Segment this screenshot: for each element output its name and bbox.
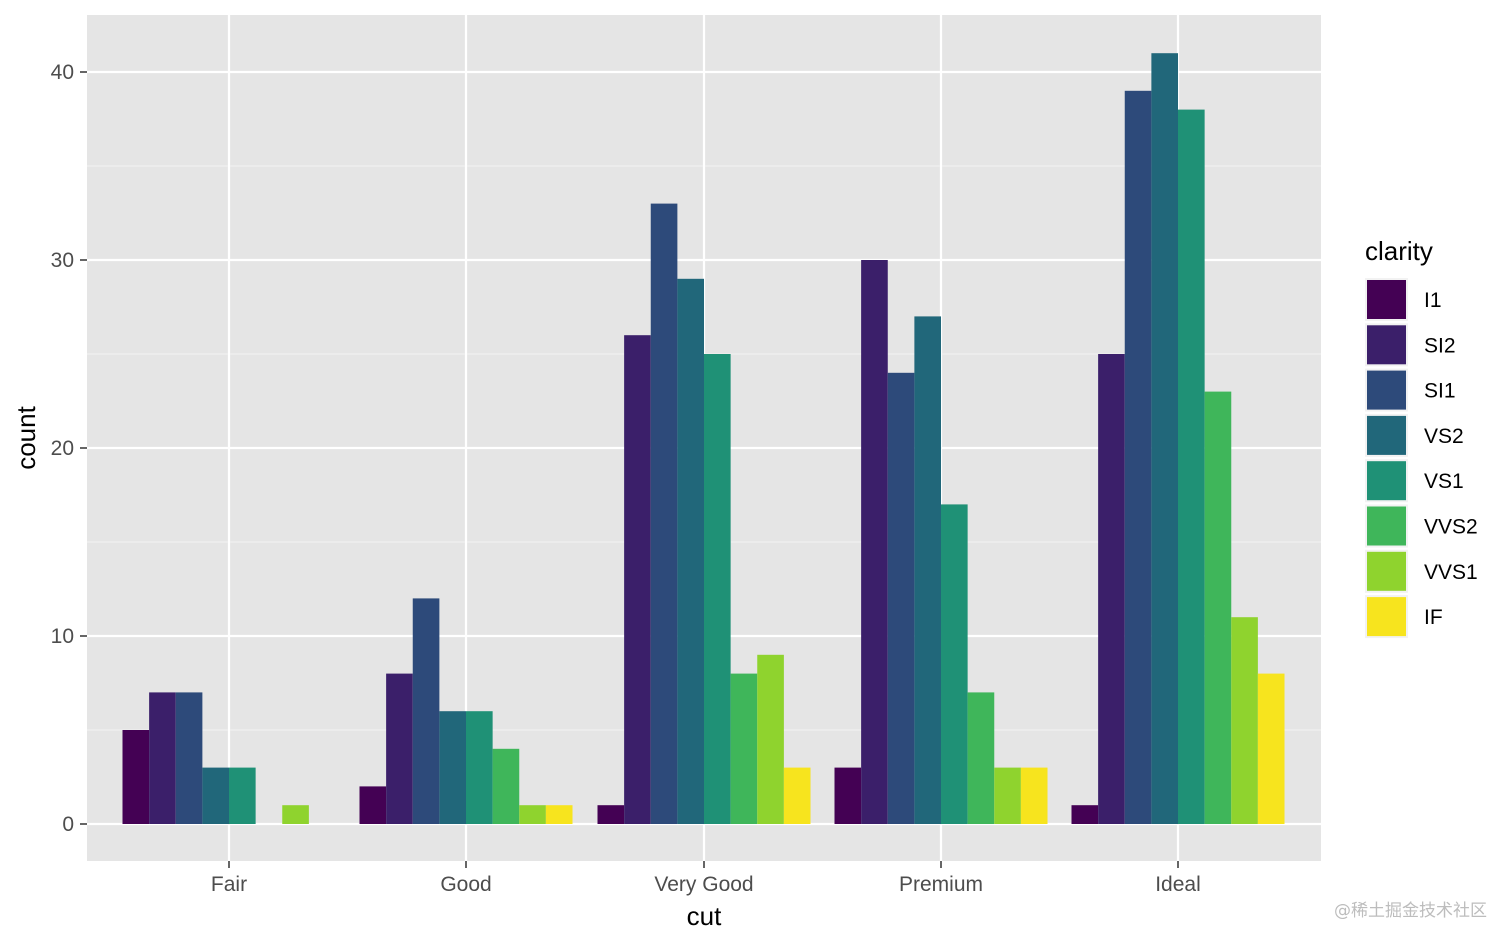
- y-tick-label: 40: [51, 61, 74, 84]
- legend-swatch-si1: [1367, 370, 1406, 410]
- bar-if-premium: [1020, 767, 1048, 824]
- bar-vs2-premium: [914, 316, 942, 824]
- y-tick-label: 20: [51, 437, 74, 460]
- bar-vs1-good: [466, 711, 493, 824]
- bar-vvs1-fair: [282, 805, 309, 824]
- legend-title: clarity: [1365, 236, 1433, 266]
- y-axis: 0 10 20 30 40: [51, 61, 87, 836]
- bar-vvs2-premium: [967, 692, 995, 824]
- x-axis-title: cut: [687, 901, 722, 931]
- legend-label-vs1: VS1: [1424, 470, 1464, 493]
- legend-label-if: IF: [1424, 606, 1443, 629]
- legend-label-vvs1: VVS1: [1424, 561, 1478, 584]
- bar-vvs1-ideal: [1231, 617, 1258, 824]
- legend-swatch-vvs2: [1367, 506, 1406, 546]
- bar-if-good: [545, 805, 573, 824]
- legend-label-vvs2: VVS2: [1424, 516, 1478, 539]
- legend-label-si1: SI1: [1424, 380, 1456, 403]
- x-axis: Fair Good Very Good Premium Ideal: [211, 861, 1201, 896]
- bar-i1-very-good: [597, 805, 625, 824]
- bar-si2-very-good: [624, 335, 651, 824]
- bar-i1-ideal: [1071, 805, 1099, 824]
- bar-vs1-very-good: [704, 354, 731, 824]
- x-tick-label: Good: [440, 873, 491, 896]
- bar-vvs1-very-good: [757, 654, 784, 824]
- legend-swatch-i1: [1367, 280, 1406, 319]
- bar-vvs2-ideal: [1204, 391, 1232, 824]
- bar-vvs2-very-good: [730, 673, 758, 824]
- bar-si1-ideal: [1124, 90, 1152, 825]
- legend-swatch-if: [1367, 597, 1406, 637]
- bar-vs2-very-good: [677, 278, 705, 824]
- bar-si1-good: [412, 598, 440, 824]
- y-tick-label: 30: [51, 249, 74, 272]
- bar-si1-premium: [887, 372, 915, 824]
- bar-vs1-premium: [941, 504, 968, 824]
- legend-swatch-vs1: [1367, 461, 1406, 501]
- bar-vs1-fair: [229, 767, 256, 824]
- bar-i1-fair: [122, 730, 150, 824]
- watermark: @稀土掘金技术社区: [1334, 901, 1487, 921]
- y-axis-title: count: [11, 405, 41, 469]
- legend: clarity I1 SI2 SI1 VS2 VS1 VVS2 VVS1 IF: [1365, 236, 1478, 639]
- legend-swatch-vs2: [1367, 415, 1406, 455]
- bar-si2-fair: [149, 692, 176, 824]
- bar-vs2-ideal: [1151, 53, 1179, 824]
- bar-vvs1-good: [519, 805, 546, 824]
- bar-i1-good: [359, 786, 387, 824]
- bar-i1-premium: [834, 767, 862, 824]
- bar-vs2-fair: [202, 767, 230, 824]
- x-tick-label: Fair: [211, 873, 247, 896]
- y-tick-label: 0: [62, 813, 74, 836]
- bar-vs2-good: [439, 711, 467, 824]
- bar-si2-premium: [861, 260, 888, 824]
- y-tick-label: 10: [51, 625, 74, 648]
- legend-swatch-si2: [1367, 325, 1406, 365]
- bar-si1-fair: [175, 692, 203, 824]
- legend-label-i1: I1: [1424, 289, 1442, 312]
- bar-vvs2-good: [492, 748, 520, 824]
- bar-if-ideal: [1257, 673, 1285, 824]
- legend-label-vs2: VS2: [1424, 425, 1464, 448]
- x-tick-label: Premium: [899, 873, 983, 896]
- bar-si2-good: [386, 673, 413, 824]
- bar-if-very-good: [783, 767, 811, 824]
- bars: [122, 53, 1285, 825]
- bar-vvs1-premium: [994, 767, 1021, 824]
- x-tick-label: Ideal: [1155, 873, 1201, 896]
- bar-vs1-ideal: [1178, 109, 1205, 825]
- legend-items: I1 SI2 SI1 VS2 VS1 VVS2 VVS1 IF: [1365, 278, 1478, 639]
- x-tick-label: Very Good: [654, 873, 753, 896]
- legend-label-si2: SI2: [1424, 334, 1456, 357]
- bar-si2-ideal: [1098, 354, 1125, 824]
- bar-si1-very-good: [650, 203, 678, 825]
- legend-swatch-vvs1: [1367, 551, 1406, 591]
